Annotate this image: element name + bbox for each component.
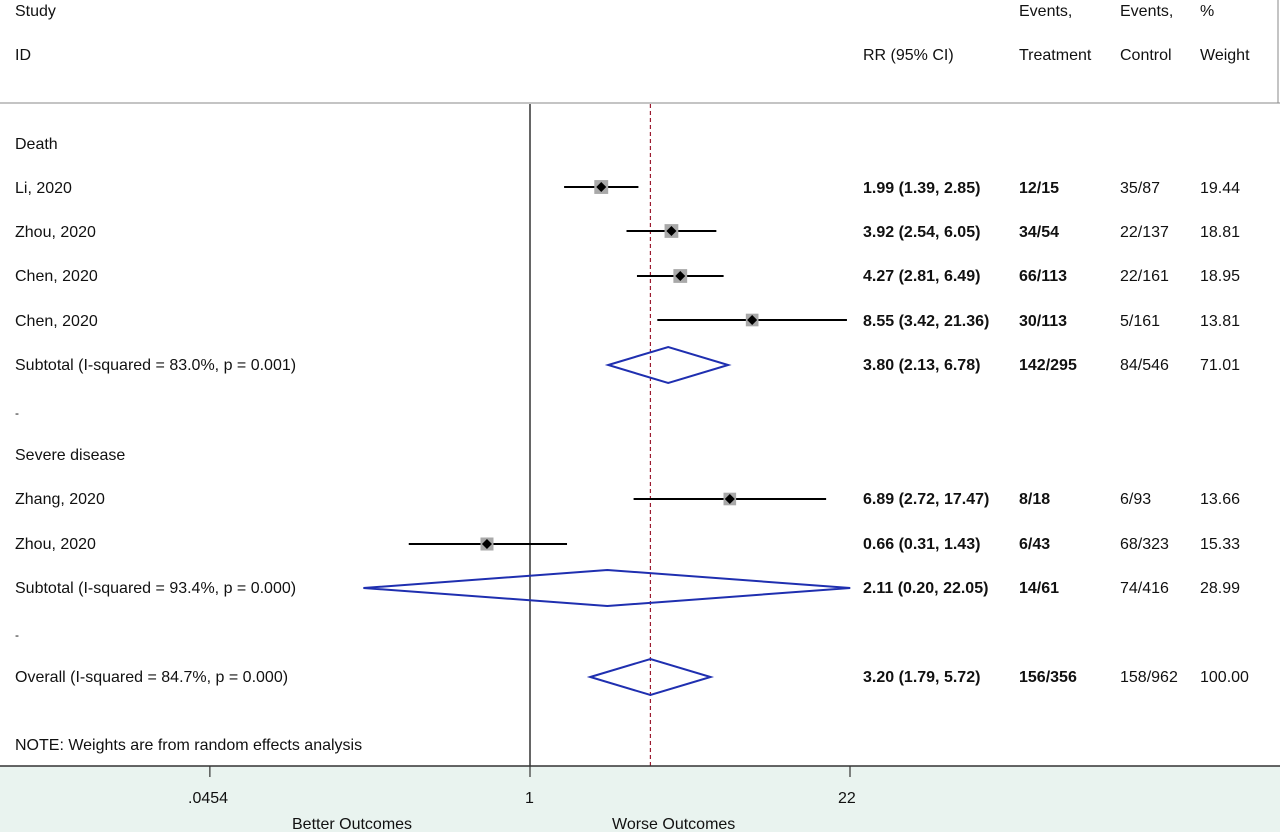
weight-value: 13.66 (1200, 491, 1241, 508)
axis-background (0, 766, 1280, 832)
subtotal-diamond (604, 345, 732, 385)
events-control: 6/93 (1120, 491, 1152, 508)
events-control: 22/161 (1120, 268, 1169, 285)
group-label-death: Death (15, 136, 58, 153)
subtotal-label: Subtotal (I-squared = 83.0%, p = 0.001) (15, 357, 297, 374)
point-estimate (666, 226, 677, 236)
study-label: Chen, 2020 (15, 268, 98, 285)
rr-ci-value: 1.99 (1.39, 2.85) (863, 180, 981, 197)
weight-value: 18.81 (1200, 224, 1241, 241)
events-control: 68/323 (1120, 536, 1169, 553)
x-tick-label: 1 (525, 790, 534, 807)
weight-value: 13.81 (1200, 313, 1241, 330)
overall-label: Overall (I-squared = 84.7%, p = 0.000) (15, 669, 289, 686)
events-control: 35/87 (1120, 180, 1161, 197)
events-control: 74/416 (1120, 580, 1169, 597)
rr-ci-value: 6.89 (2.72, 17.47) (863, 491, 990, 508)
study-label: Zhou, 2020 (15, 224, 96, 241)
header-id: ID (15, 47, 31, 64)
events-treatment: 6/43 (1019, 536, 1051, 553)
point-estimate (724, 494, 735, 504)
header-events-control-1: Events, (1120, 3, 1174, 20)
study-label: Li, 2020 (15, 180, 72, 197)
group-label-severe-disease: Severe disease (15, 447, 126, 464)
events-treatment: 34/54 (1019, 224, 1060, 241)
rr-ci-value: 3.20 (1.79, 5.72) (863, 669, 981, 686)
footnote: NOTE: Weights are from random effects an… (15, 737, 363, 754)
weight-value: 15.33 (1200, 536, 1241, 553)
rr-ci-value: 3.80 (2.13, 6.78) (863, 357, 981, 374)
axis-caption-right: Worse Outcomes (612, 816, 736, 833)
header-rr: RR (95% CI) (863, 47, 954, 64)
study-label: Zhang, 2020 (15, 491, 105, 508)
rr-ci-value: 2.11 (0.20, 22.05) (863, 580, 989, 597)
events-control: 5/161 (1120, 313, 1161, 330)
events-treatment: 30/113 (1019, 313, 1068, 330)
x-tick-label: 22 (838, 790, 856, 807)
overall-diamond (586, 657, 715, 697)
events-treatment: 14/61 (1019, 580, 1060, 597)
point-estimate (481, 539, 492, 549)
header-weight-2: Weight (1200, 47, 1250, 64)
study-label: Chen, 2020 (15, 313, 98, 330)
header-events-treatment-1: Events, (1019, 3, 1073, 20)
header-weight-1: % (1200, 3, 1215, 20)
point-estimate (675, 271, 686, 281)
events-treatment: 142/295 (1019, 357, 1077, 374)
weight-value: 71.01 (1200, 357, 1241, 374)
header-events-treatment-2: Treatment (1019, 47, 1092, 64)
events-control: 84/546 (1120, 357, 1169, 374)
weight-value: 18.95 (1200, 268, 1241, 285)
group-separator: - (15, 628, 19, 642)
rr-ci-value: 8.55 (3.42, 21.36) (863, 313, 990, 330)
subtotal-label: Subtotal (I-squared = 93.4%, p = 0.000) (15, 580, 297, 597)
rr-ci-value: 3.92 (2.54, 6.05) (863, 224, 981, 241)
axis-caption-left: Better Outcomes (292, 816, 413, 833)
point-estimate (596, 182, 607, 192)
rr-ci-value: 4.27 (2.81, 6.49) (863, 268, 981, 285)
point-estimate (747, 315, 758, 325)
events-control: 158/962 (1120, 669, 1178, 686)
x-tick-label: .0454 (188, 790, 229, 807)
events-treatment: 8/18 (1019, 491, 1051, 508)
weight-value: 100.00 (1200, 669, 1249, 686)
weight-value: 19.44 (1200, 180, 1241, 197)
header-study: Study (15, 3, 56, 20)
study-label: Zhou, 2020 (15, 536, 96, 553)
rr-ci-value: 0.66 (0.31, 1.43) (863, 536, 981, 553)
header-events-control-2: Control (1120, 47, 1172, 64)
group-separator: - (15, 406, 19, 420)
events-treatment: 66/113 (1019, 268, 1068, 285)
weight-value: 28.99 (1200, 580, 1241, 597)
events-treatment: 156/356 (1019, 669, 1077, 686)
subtotal-diamond (363, 568, 851, 608)
events-treatment: 12/15 (1019, 180, 1060, 197)
events-control: 22/137 (1120, 224, 1169, 241)
